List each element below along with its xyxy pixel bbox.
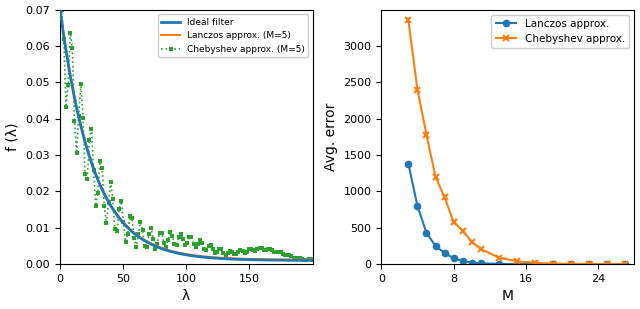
- Lanczos approx.: [450, 256, 458, 260]
- Chebyshev approx. (M=5): [230, 252, 238, 256]
- Chebyshev approx.: [513, 259, 521, 263]
- Lanczos approx. (M=5): [304, 258, 312, 261]
- Chebyshev approx.: [477, 247, 484, 251]
- Chebyshev approx.: [432, 175, 440, 179]
- Lanczos approx.: [513, 262, 521, 266]
- Line: Chebyshev approx. (M=5): Chebyshev approx. (M=5): [58, 7, 315, 262]
- Ideal filter: [309, 259, 317, 262]
- Lanczos approx.: [441, 251, 449, 255]
- Lanczos approx.: [459, 259, 467, 263]
- Lanczos approx.: [604, 262, 611, 266]
- Lanczos approx.: [413, 204, 421, 208]
- Ideal filter: [164, 249, 172, 252]
- Legend: Ideal filter, Lanczos approx. (M=5), Chebyshev approx. (M=5): Ideal filter, Lanczos approx. (M=5), Che…: [158, 14, 308, 57]
- Chebyshev approx.: [621, 262, 629, 266]
- Lanczos approx.: [477, 261, 484, 265]
- Line: Lanczos approx.: Lanczos approx.: [405, 161, 628, 267]
- Chebyshev approx.: [468, 240, 476, 243]
- Lanczos approx.: [586, 262, 593, 266]
- Lanczos approx. (M=5): [56, 8, 63, 11]
- Lanczos approx.: [468, 261, 476, 265]
- Chebyshev approx.: [441, 195, 449, 199]
- Chebyshev approx.: [450, 220, 458, 224]
- Lanczos approx.: [495, 262, 502, 266]
- Line: Chebyshev approx.: Chebyshev approx.: [405, 17, 629, 268]
- Chebyshev approx.: [531, 261, 539, 265]
- Chebyshev approx.: [549, 262, 557, 265]
- Line: Lanczos approx. (M=5): Lanczos approx. (M=5): [60, 10, 313, 260]
- Lanczos approx.: [404, 162, 412, 166]
- Lanczos approx. (M=5): [84, 151, 92, 154]
- Chebyshev approx. (M=5): [109, 197, 116, 201]
- Ideal filter: [276, 258, 284, 262]
- Chebyshev approx.: [586, 262, 593, 266]
- Ideal filter: [84, 152, 92, 155]
- Chebyshev approx.: [404, 19, 412, 22]
- Lanczos approx.: [549, 262, 557, 266]
- Chebyshev approx. (M=5): [196, 238, 204, 242]
- Lanczos approx. (M=5): [276, 258, 284, 261]
- Chebyshev approx.: [459, 229, 467, 233]
- Line: Ideal filter: Ideal filter: [60, 10, 313, 260]
- Chebyshev approx.: [422, 133, 430, 137]
- Legend: Lanczos approx., Chebyshev approx.: Lanczos approx., Chebyshev approx.: [492, 15, 629, 48]
- Chebyshev approx.: [567, 262, 575, 266]
- Chebyshev approx. (M=5): [256, 246, 264, 250]
- Chebyshev approx. (M=5): [124, 232, 131, 236]
- Lanczos approx.: [432, 244, 440, 248]
- Ideal filter: [153, 245, 161, 248]
- Chebyshev approx. (M=5): [309, 258, 317, 262]
- Lanczos approx.: [567, 262, 575, 266]
- Lanczos approx.: [531, 262, 539, 266]
- Lanczos approx. (M=5): [100, 190, 108, 193]
- X-axis label: λ: λ: [182, 290, 190, 303]
- Lanczos approx. (M=5): [153, 244, 161, 248]
- Lanczos approx. (M=5): [309, 258, 317, 261]
- Ideal filter: [56, 8, 63, 11]
- Chebyshev approx.: [495, 256, 502, 260]
- Chebyshev approx.: [413, 88, 421, 91]
- Chebyshev approx. (M=5): [300, 258, 308, 261]
- Lanczos approx. (M=5): [164, 248, 172, 252]
- Ideal filter: [100, 191, 108, 194]
- Lanczos approx.: [621, 262, 629, 266]
- Ideal filter: [304, 259, 312, 262]
- Chebyshev approx. (M=5): [56, 8, 63, 11]
- Y-axis label: f (λ): f (λ): [6, 123, 20, 151]
- Y-axis label: Avg. error: Avg. error: [324, 103, 338, 171]
- Lanczos approx.: [422, 231, 430, 235]
- X-axis label: M: M: [502, 290, 514, 303]
- Chebyshev approx.: [604, 262, 611, 266]
